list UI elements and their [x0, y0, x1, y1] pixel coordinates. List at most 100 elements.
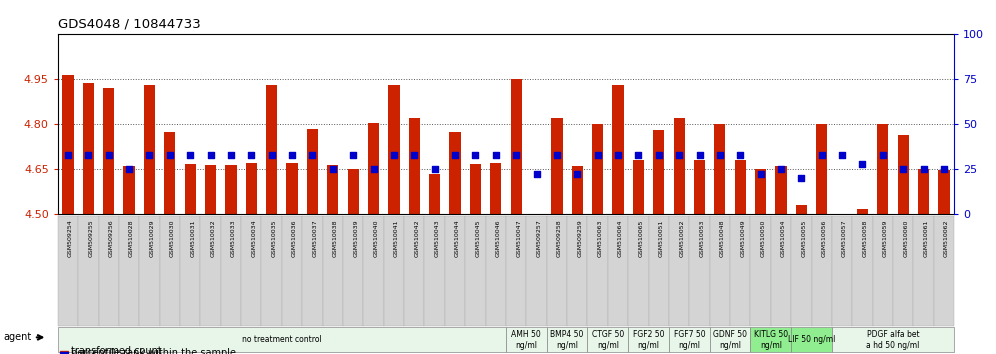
Point	[691, 152, 707, 158]
Text: GSM510047: GSM510047	[516, 219, 521, 257]
Bar	[78, 216, 99, 326]
Text: FGF7 50
ng/ml: FGF7 50 ng/ml	[673, 330, 705, 349]
Text: FGF2 50
ng/ml: FGF2 50 ng/ml	[632, 330, 664, 349]
Point	[141, 152, 157, 158]
Bar	[343, 216, 364, 326]
Point	[101, 152, 117, 158]
Text: GSM510048: GSM510048	[720, 219, 725, 257]
Point	[386, 152, 402, 158]
Point	[508, 152, 524, 158]
Bar	[143, 85, 155, 214]
Text: GSM510058: GSM510058	[863, 219, 868, 257]
Bar	[180, 216, 200, 326]
Point	[895, 166, 911, 172]
Point	[243, 152, 259, 158]
Bar	[918, 169, 929, 214]
Text: GSM510046: GSM510046	[496, 219, 501, 257]
Bar	[714, 124, 725, 214]
Text: GSM510045: GSM510045	[475, 219, 480, 257]
Point	[264, 152, 280, 158]
Point	[161, 152, 178, 158]
Text: GDS4048 / 10844733: GDS4048 / 10844733	[58, 17, 200, 30]
Bar	[531, 214, 542, 226]
Bar	[613, 85, 623, 214]
Point	[549, 152, 565, 158]
Text: GSM510057: GSM510057	[843, 219, 848, 257]
Bar	[791, 216, 812, 326]
Point	[202, 152, 218, 158]
Bar	[506, 327, 547, 352]
Bar	[938, 170, 949, 214]
Text: KITLG 50
ng/ml: KITLG 50 ng/ml	[754, 330, 788, 349]
Point	[182, 152, 198, 158]
Bar	[735, 160, 746, 214]
Bar	[470, 164, 481, 214]
Bar	[205, 165, 216, 214]
Bar	[164, 132, 175, 214]
Text: AMH 50
ng/ml: AMH 50 ng/ml	[512, 330, 541, 349]
Bar	[445, 216, 465, 326]
Bar	[730, 216, 750, 326]
Bar	[200, 216, 221, 326]
Point	[630, 152, 646, 158]
Bar	[552, 118, 563, 214]
Text: GSM510056: GSM510056	[822, 219, 827, 257]
Bar	[282, 216, 302, 326]
Bar	[934, 216, 954, 326]
Text: GSM510053: GSM510053	[699, 219, 704, 257]
Text: GSM510061: GSM510061	[923, 219, 928, 257]
Bar	[225, 165, 236, 214]
Bar	[262, 216, 282, 326]
Point	[650, 152, 666, 158]
Text: GSM510036: GSM510036	[292, 219, 297, 257]
Bar	[368, 123, 379, 214]
Text: percentile rank within the sample: percentile rank within the sample	[71, 348, 236, 354]
Bar	[241, 216, 262, 326]
Text: GSM510052: GSM510052	[679, 219, 684, 257]
Bar	[913, 216, 934, 326]
Point	[835, 152, 851, 158]
Bar	[771, 216, 791, 326]
Text: GSM510040: GSM510040	[374, 219, 378, 257]
Bar	[653, 130, 664, 214]
Text: GSM510028: GSM510028	[129, 219, 134, 257]
Text: GSM510062: GSM510062	[944, 219, 949, 257]
Point	[325, 166, 341, 172]
Bar	[287, 163, 298, 214]
Text: GSM510041: GSM510041	[393, 219, 399, 257]
Bar	[307, 129, 318, 214]
Bar	[832, 327, 954, 352]
Point	[590, 152, 606, 158]
Bar	[755, 169, 766, 214]
Bar	[628, 216, 648, 326]
Point	[773, 166, 789, 172]
Text: GSM510049: GSM510049	[740, 219, 745, 257]
Bar	[490, 163, 501, 214]
Point	[467, 152, 483, 158]
Point	[915, 166, 931, 172]
Bar	[266, 85, 277, 214]
Text: GSM510039: GSM510039	[354, 219, 359, 257]
Point	[855, 161, 871, 166]
Point	[732, 152, 748, 158]
Text: GSM510034: GSM510034	[251, 219, 256, 257]
Point	[346, 152, 362, 158]
Bar	[328, 165, 339, 214]
Point	[122, 166, 137, 172]
Text: agent: agent	[3, 332, 42, 342]
Point	[671, 152, 687, 158]
Bar	[816, 124, 828, 214]
Text: GSM510038: GSM510038	[333, 219, 338, 257]
Text: BMP4 50
ng/ml: BMP4 50 ng/ml	[551, 330, 584, 349]
Text: GSM510031: GSM510031	[190, 219, 195, 257]
Text: GSM510064: GSM510064	[618, 219, 623, 257]
Bar	[449, 132, 460, 214]
Text: GSM510060: GSM510060	[903, 219, 908, 257]
Point	[223, 152, 239, 158]
Bar	[796, 205, 807, 214]
Bar	[388, 85, 399, 214]
Bar	[547, 327, 588, 352]
Point	[814, 152, 830, 158]
Bar	[628, 327, 669, 352]
Bar	[872, 216, 893, 326]
